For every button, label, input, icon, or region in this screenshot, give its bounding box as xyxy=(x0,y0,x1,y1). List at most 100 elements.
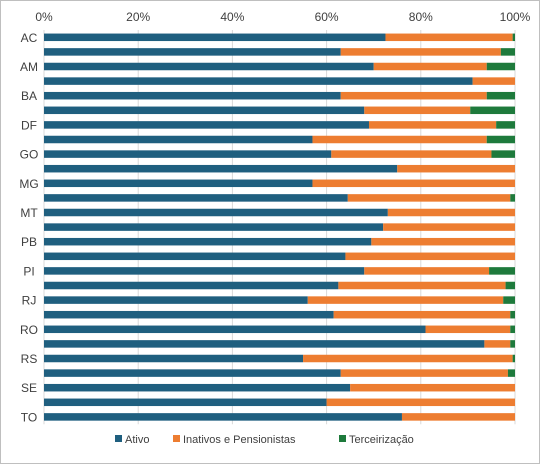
bar-segment xyxy=(326,398,515,407)
bar-segment xyxy=(44,252,346,261)
bar-segment xyxy=(331,150,492,158)
y-axis-labels: AC AM BA DF GO MG MT PB PI RJ RO RS SE TO xyxy=(19,31,38,425)
bar-segment xyxy=(491,150,515,158)
bar-segment xyxy=(347,194,511,202)
bar-segment xyxy=(345,252,515,261)
bar-segment xyxy=(486,91,515,100)
bar-segment xyxy=(312,179,515,188)
bar-segment xyxy=(512,354,515,363)
y-category-label: AM xyxy=(20,60,38,74)
bar-segment xyxy=(44,179,313,188)
bar-segment xyxy=(373,62,487,71)
bar-segment xyxy=(44,48,341,56)
bar-segment xyxy=(44,106,365,115)
bar-segment xyxy=(472,77,515,85)
bar-segment xyxy=(401,413,515,421)
y-category-label: SE xyxy=(21,381,37,395)
bar-segment xyxy=(385,33,513,42)
y-category-label: RO xyxy=(20,323,38,337)
bar-segment xyxy=(44,33,386,42)
bar-segment xyxy=(489,267,515,275)
bar-segment xyxy=(44,121,369,129)
bar-segment xyxy=(484,340,511,348)
bar-segment xyxy=(44,413,402,421)
bar-segment xyxy=(44,296,308,304)
legend: Ativo Inativos e Pensionistas Terceirizaçã… xyxy=(115,434,414,446)
bar-segment xyxy=(44,150,332,158)
bar-segment xyxy=(44,267,365,275)
y-category-label: MG xyxy=(19,177,38,191)
x-tick-label: 40% xyxy=(220,10,244,24)
bar-segment xyxy=(44,310,334,319)
bar-segment xyxy=(510,325,515,334)
bar-segment xyxy=(397,164,515,173)
bar-segment xyxy=(44,354,304,363)
bar-segment xyxy=(44,383,351,392)
bar-segment xyxy=(44,164,398,173)
y-category-label: BA xyxy=(21,89,37,103)
y-category-label: RJ xyxy=(22,294,37,308)
y-category-label: AC xyxy=(21,31,38,45)
bar-segment xyxy=(496,121,515,129)
legend-label: Terceirização xyxy=(349,434,414,446)
x-tick-label: 0% xyxy=(35,10,53,24)
bar-segment xyxy=(486,62,515,71)
legend-swatch xyxy=(339,435,346,442)
bar-segment xyxy=(44,77,473,85)
bar-segment xyxy=(371,237,515,246)
bar-segment xyxy=(387,208,515,217)
bar-segment xyxy=(510,340,515,348)
bar-segment xyxy=(44,325,426,334)
bar-segment xyxy=(500,48,515,56)
bar-segment xyxy=(44,237,372,246)
x-tick-label: 60% xyxy=(315,10,339,24)
bar-segment xyxy=(505,281,515,290)
bar-segment xyxy=(350,383,515,392)
bar-segment xyxy=(383,223,515,231)
bar-segment xyxy=(44,208,388,217)
bar-segment xyxy=(364,106,471,115)
bar-segment xyxy=(44,340,485,348)
bar-segment xyxy=(512,33,515,42)
bar-segment xyxy=(44,223,384,231)
y-category-label: PB xyxy=(21,235,37,249)
bar-segment xyxy=(507,369,515,377)
x-tick-label: 80% xyxy=(409,10,433,24)
bar-segment xyxy=(340,369,508,377)
bar-segment xyxy=(340,48,501,56)
bar-segment xyxy=(364,267,490,275)
y-category-label: DF xyxy=(21,118,37,132)
bar-segment xyxy=(510,310,515,319)
bar-segment xyxy=(340,91,487,100)
y-category-label: RS xyxy=(21,352,38,366)
bar-segment xyxy=(338,281,506,290)
bar-segment xyxy=(470,106,515,115)
x-tick-label: 100% xyxy=(500,10,531,24)
bar-segment xyxy=(307,296,504,304)
legend-swatch xyxy=(173,435,180,442)
legend-label: Ativo xyxy=(125,434,149,446)
bar-segment xyxy=(44,398,327,407)
x-tick-label: 20% xyxy=(126,10,150,24)
y-category-label: GO xyxy=(20,148,39,162)
bar-segment xyxy=(486,135,515,144)
bar-segment xyxy=(303,354,513,363)
bar-segment xyxy=(44,281,339,290)
bar-segment xyxy=(44,135,313,144)
bar-segment xyxy=(44,91,341,100)
bar-segment xyxy=(44,194,348,202)
legend-swatch xyxy=(115,435,122,442)
bar-segment xyxy=(368,121,497,129)
bar-segment xyxy=(44,369,341,377)
y-category-label: MT xyxy=(20,206,38,220)
bars xyxy=(44,33,515,421)
bar-segment xyxy=(510,194,515,202)
y-category-label: PI xyxy=(23,264,34,278)
bar-segment xyxy=(333,310,511,319)
bar-segment xyxy=(312,135,487,144)
bar-segment xyxy=(503,296,515,304)
bar-segment xyxy=(44,62,374,71)
x-axis-ticks: 0% 20% 40% 60% 80% 100% xyxy=(35,10,530,24)
